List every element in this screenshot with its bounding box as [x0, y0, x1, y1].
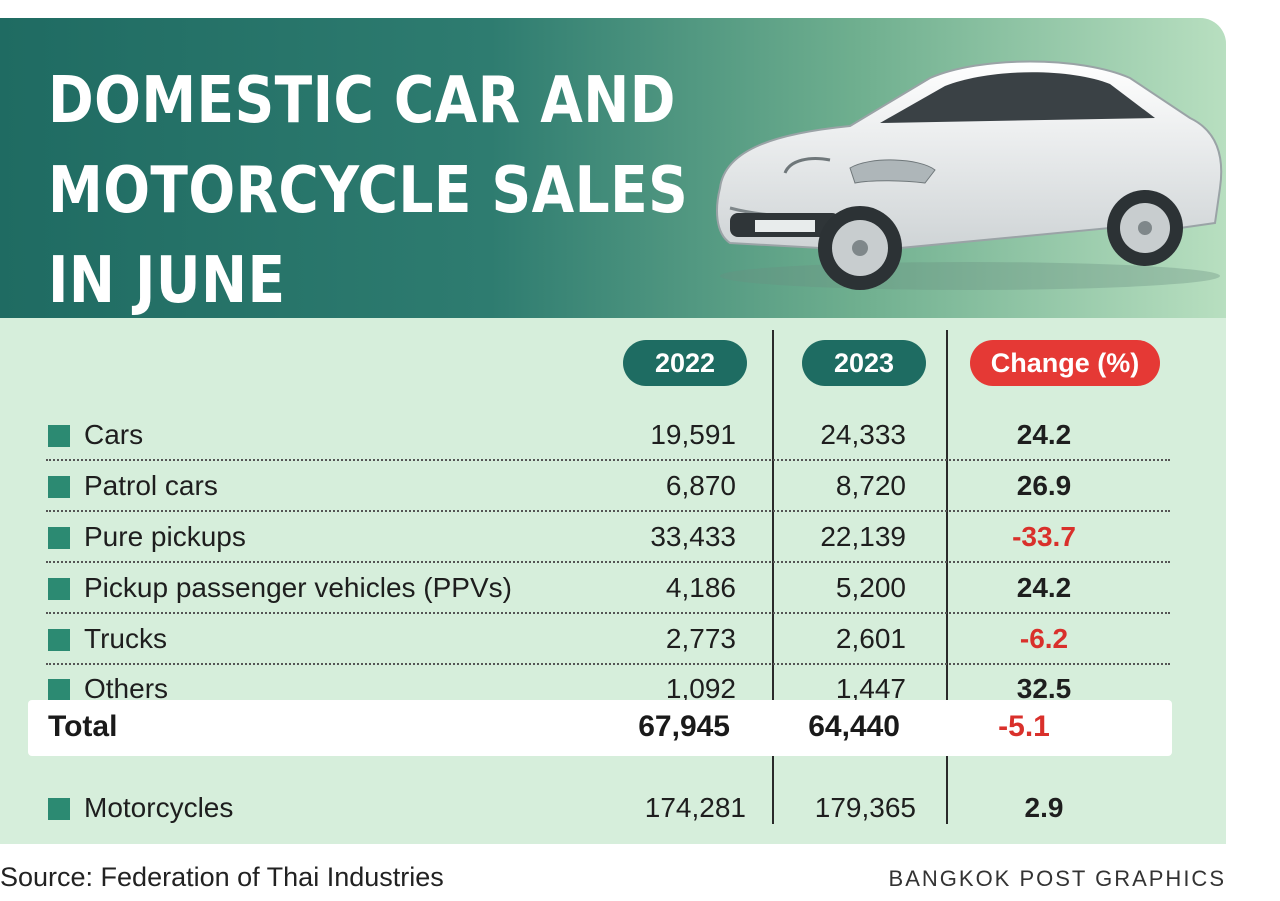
header-banner: DOMESTIC CAR AND MOTORCYCLE SALES IN JUN… — [0, 18, 1226, 318]
page-title: DOMESTIC CAR AND MOTORCYCLE SALES IN JUN… — [48, 56, 688, 326]
table-row-trucks: Trucks 2,773 2,601 -6.2 — [0, 615, 1226, 665]
row-bullet — [48, 476, 70, 498]
value-2023: 179,365 — [814, 792, 916, 823]
row-label: Pure pickups — [84, 521, 246, 552]
total-value-2022: 67,945 — [638, 710, 730, 743]
total-row-background — [28, 700, 1172, 756]
value-change: 24.2 — [1016, 419, 1072, 450]
row-divider — [46, 561, 1170, 563]
col-header-2022: 2022 — [623, 340, 747, 386]
graphics-credit: BANGKOK POST GRAPHICS — [888, 866, 1226, 891]
value-2022: 174,281 — [644, 792, 746, 823]
total-value-2023: 64,440 — [808, 710, 900, 743]
row-divider — [46, 663, 1170, 665]
row-divider — [46, 459, 1170, 461]
value-2022: 2,773 — [665, 623, 736, 654]
col-header-2023: 2023 — [802, 340, 926, 386]
value-2023: 24,333 — [820, 419, 906, 450]
value-2023: 1,447 — [835, 673, 906, 704]
title-line-3: IN JUNE — [48, 244, 286, 318]
value-2022: 19,591 — [650, 419, 736, 450]
value-2023: 2,601 — [835, 623, 906, 654]
total-value-change: -5.1 — [998, 710, 1050, 743]
row-label: Pickup passenger vehicles (PPVs) — [84, 572, 512, 603]
value-change: 2.9 — [1024, 792, 1064, 823]
table-row-ppvs: Pickup passenger vehicles (PPVs) 4,186 5… — [0, 564, 1226, 614]
value-2022: 6,870 — [665, 470, 736, 501]
value-2022: 4,186 — [665, 572, 736, 603]
table-row-patrol-cars: Patrol cars 6,870 8,720 26.9 — [0, 462, 1226, 512]
value-change: 26.9 — [1016, 470, 1072, 501]
row-bullet — [48, 527, 70, 549]
column-divider-1 — [772, 330, 774, 824]
row-label: Motorcycles — [84, 792, 234, 823]
row-divider — [46, 510, 1170, 512]
col-header-change: Change (%) — [970, 340, 1160, 386]
column-divider-2 — [946, 330, 948, 824]
table-row-pure-pickups: Pure pickups 33,433 22,139 -33.7 — [0, 513, 1226, 563]
value-change: -6.2 — [1019, 623, 1069, 654]
car-illustration — [716, 60, 1223, 290]
row-label: Cars — [84, 419, 144, 450]
title-line-1: DOMESTIC CAR AND — [48, 64, 676, 138]
value-2023: 5,200 — [835, 572, 906, 603]
row-label: Trucks — [84, 623, 167, 654]
value-change: 32.5 — [1016, 673, 1072, 704]
row-bullet — [48, 629, 70, 651]
total-label: Total — [48, 710, 118, 743]
source-note: Source: Federation of Thai Industries — [0, 862, 444, 892]
value-change: -33.7 — [1012, 521, 1076, 552]
value-2022: 33,433 — [650, 521, 736, 552]
table-row-others: Others 1,092 1,447 32.5 — [0, 665, 1226, 715]
infographic-card: DOMESTIC CAR AND MOTORCYCLE SALES IN JUN… — [0, 18, 1226, 844]
table-row-motorcycles: Motorcycles 174,281 179,365 2.9 — [0, 784, 1226, 834]
row-bullet — [48, 679, 70, 701]
row-divider — [46, 612, 1170, 614]
value-change: 24.2 — [1016, 572, 1072, 603]
row-bullet — [48, 425, 70, 447]
value-2023: 22,139 — [820, 521, 906, 552]
row-bullet — [48, 578, 70, 600]
title-line-2: MOTORCYCLE SALES — [48, 154, 689, 228]
table-row-cars: Cars 19,591 24,333 24.2 — [0, 411, 1226, 461]
row-label: Others — [84, 673, 169, 704]
row-label: Patrol cars — [84, 470, 218, 501]
value-2023: 8,720 — [835, 470, 906, 501]
value-2022: 1,092 — [665, 673, 736, 704]
row-bullet — [48, 798, 70, 820]
